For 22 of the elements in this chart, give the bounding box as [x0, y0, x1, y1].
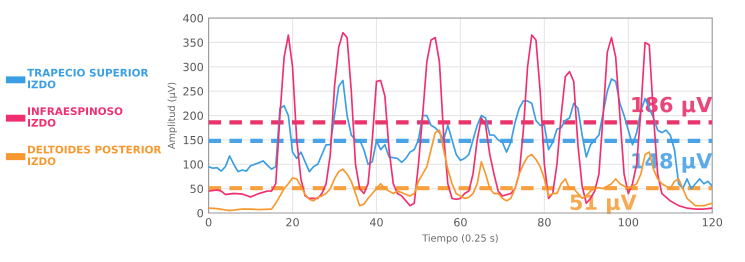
x-tick-label: 60: [454, 218, 467, 226]
y-tick-label: 150: [184, 136, 203, 144]
y-tick-label: 250: [183, 87, 203, 96]
y-tick-label: 350: [183, 38, 203, 47]
x-axis-title: Tiempo (0.25 s): [422, 234, 498, 244]
y-tick-label: 400: [183, 14, 203, 22]
line-series: [208, 78, 712, 190]
x-tick-label: 120: [702, 218, 722, 226]
y-tick-label: 300: [183, 62, 203, 72]
legend-label: TRAPECIO SUPERIOR IZDO: [27, 68, 148, 88]
y-tick-label: 200: [183, 112, 203, 120]
y-tick-label: 0: [197, 208, 203, 218]
x-tick-label: 20: [286, 218, 299, 226]
x-tick-label: 80: [538, 218, 551, 226]
legend-label: INFRAESPINOSO IZDO: [28, 107, 122, 127]
y-tick-label: 50: [190, 184, 203, 194]
x-tick-label: 100: [618, 218, 638, 226]
x-tick-label: 40: [370, 218, 383, 226]
y-tick-label: 100: [184, 160, 203, 169]
x-tick-label: 0: [206, 218, 212, 226]
legend-label: DELTOIDES POSTERIOR IZDO: [28, 146, 162, 166]
y-axis-title: Amplitud (µV): [168, 82, 177, 150]
